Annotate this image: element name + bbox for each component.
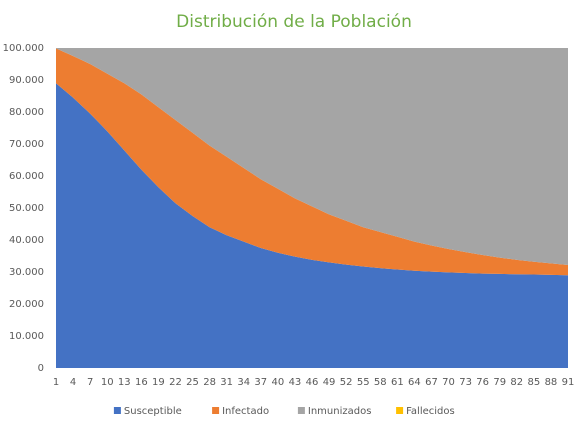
y-tick-label: 10.000 bbox=[9, 331, 44, 342]
chart-title: Distribución de la Población bbox=[176, 12, 412, 32]
x-tick-label: 43 bbox=[289, 377, 302, 388]
x-tick-label: 61 bbox=[391, 377, 404, 388]
area bbox=[56, 48, 568, 276]
area bbox=[56, 83, 568, 368]
area bbox=[56, 48, 568, 265]
x-tick-label: 55 bbox=[357, 377, 370, 388]
x-tick-label: 70 bbox=[442, 377, 455, 388]
legend-label: Inmunizados bbox=[308, 406, 372, 417]
x-tick-label: 40 bbox=[271, 377, 284, 388]
y-tick-label: 70.000 bbox=[9, 139, 44, 150]
x-tick-label: 37 bbox=[254, 377, 267, 388]
x-tick-label: 31 bbox=[220, 377, 233, 388]
legend-label: Fallecidos bbox=[406, 406, 455, 417]
x-tick-label: 1 bbox=[53, 377, 59, 388]
y-tick-label: 60.000 bbox=[9, 171, 44, 182]
x-tick-label: 28 bbox=[203, 377, 216, 388]
y-tick-label: 0 bbox=[38, 363, 44, 374]
x-tick-label: 64 bbox=[408, 377, 421, 388]
x-tick-label: 91 bbox=[562, 377, 575, 388]
x-tick-label: 10 bbox=[101, 377, 114, 388]
x-tick-label: 46 bbox=[306, 377, 319, 388]
x-tick-label: 79 bbox=[493, 377, 506, 388]
legend-label: Infectado bbox=[222, 406, 269, 417]
legend-swatch bbox=[212, 407, 220, 414]
y-tick-label: 80.000 bbox=[9, 107, 44, 118]
x-tick-label: 52 bbox=[340, 377, 353, 388]
x-tick-label: 73 bbox=[459, 377, 472, 388]
x-tick-label: 7 bbox=[87, 377, 93, 388]
legend-swatch bbox=[396, 407, 404, 414]
x-tick-label: 34 bbox=[237, 377, 250, 388]
y-tick-label: 50.000 bbox=[9, 203, 44, 214]
x-tick-label: 13 bbox=[118, 377, 131, 388]
x-tick-label: 49 bbox=[323, 377, 336, 388]
x-tick-label: 16 bbox=[135, 377, 148, 388]
legend-swatch bbox=[113, 407, 121, 414]
y-tick-label: 40.000 bbox=[9, 235, 44, 246]
x-tick-label: 67 bbox=[425, 377, 438, 388]
y-tick-label: 30.000 bbox=[9, 267, 44, 278]
legend-label: Susceptible bbox=[124, 406, 182, 417]
x-tick-label: 76 bbox=[476, 377, 489, 388]
x-tick-label: 25 bbox=[186, 377, 199, 388]
x-tick-label: 58 bbox=[374, 377, 387, 388]
y-tick-label: 90.000 bbox=[9, 75, 44, 86]
x-tick-label: 82 bbox=[510, 377, 523, 388]
x-tick-label: 4 bbox=[70, 377, 76, 388]
y-tick-label: 100.000 bbox=[3, 43, 44, 54]
y-tick-label: 20.000 bbox=[9, 299, 44, 310]
x-tick-label: 88 bbox=[545, 377, 558, 388]
x-tick-label: 22 bbox=[169, 377, 182, 388]
x-tick-label: 85 bbox=[527, 377, 540, 388]
legend-swatch bbox=[297, 407, 305, 414]
x-tick-label: 19 bbox=[152, 377, 165, 388]
